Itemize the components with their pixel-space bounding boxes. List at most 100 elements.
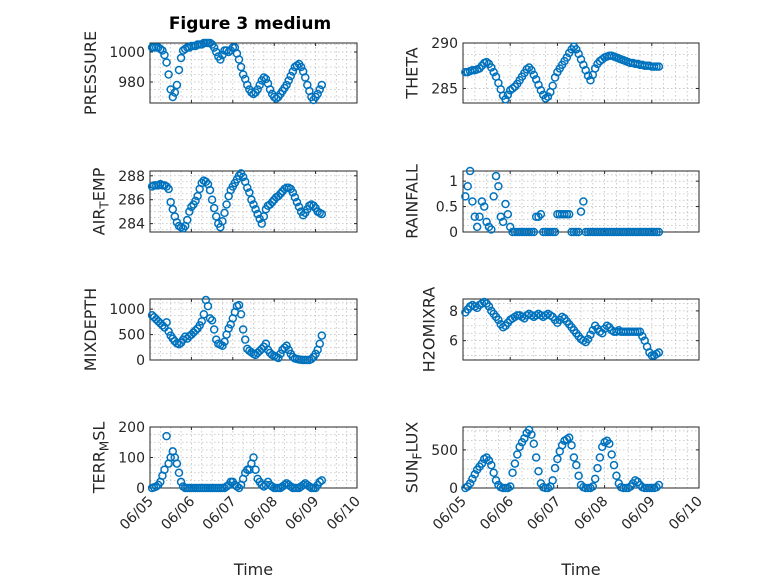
data-point — [531, 453, 541, 462]
data-point — [503, 90, 513, 100]
data-point — [282, 341, 291, 351]
data-point — [236, 62, 246, 72]
data-point — [174, 339, 184, 349]
data-point — [205, 185, 215, 195]
data-point — [292, 61, 302, 70]
data-point — [191, 326, 200, 335]
data-point — [284, 345, 293, 355]
data-point — [251, 205, 260, 214]
data-point — [572, 460, 581, 470]
data-point — [515, 442, 524, 452]
data-point — [209, 43, 219, 52]
axes-box — [149, 170, 358, 233]
y-tick-label: 0 — [449, 225, 458, 241]
data-point — [216, 55, 225, 64]
data-point — [477, 197, 487, 206]
data-point — [527, 430, 536, 439]
data-point — [550, 227, 560, 237]
data-point — [255, 214, 264, 224]
data-point — [172, 459, 182, 468]
data-point — [199, 310, 209, 319]
x-tick-label: 06/07 — [200, 494, 240, 534]
y-axis-label: SUNFLUX — [403, 422, 425, 494]
y-tick-label: 100 — [118, 451, 145, 467]
data-point — [484, 222, 494, 232]
y-tick-label: 290 — [431, 36, 458, 52]
data-point — [505, 222, 515, 232]
data-point — [315, 85, 324, 94]
y-tick-label: 8 — [449, 304, 458, 320]
data-point — [164, 327, 173, 336]
data-point — [484, 456, 494, 465]
data-point — [224, 324, 233, 333]
data-point — [224, 47, 233, 57]
data-point — [261, 74, 271, 84]
data-point — [513, 450, 522, 459]
subplot-mixdepth: 0 500 1000 MIXDEPTH — [81, 288, 358, 371]
data-point — [564, 433, 574, 442]
data-point — [176, 53, 186, 63]
data-point — [243, 80, 252, 90]
data-point — [524, 425, 534, 435]
data-point — [548, 81, 557, 90]
data-point — [282, 80, 291, 90]
x-tick-label: 06/06 — [158, 493, 198, 533]
x-tick-label: 06/08 — [241, 494, 281, 534]
data-point — [156, 44, 165, 54]
data-point — [315, 339, 324, 348]
subplot-theta: 285 290 THETA — [403, 36, 700, 104]
data-point — [638, 331, 647, 341]
data-point — [576, 207, 586, 216]
data-point — [288, 188, 298, 197]
data-point — [209, 203, 219, 213]
data-point — [292, 197, 302, 207]
data-point — [259, 73, 269, 82]
data-point — [288, 67, 298, 76]
data-point — [205, 38, 215, 48]
data-point — [174, 468, 184, 477]
data-point — [654, 227, 664, 237]
data-point — [203, 301, 213, 311]
data-point — [470, 470, 480, 479]
data-point — [247, 195, 256, 204]
data-point — [463, 182, 472, 191]
data-point — [265, 200, 275, 209]
y-tick-label: 0 — [136, 481, 145, 497]
data-point — [272, 94, 281, 103]
y-tick-label: 6 — [449, 334, 458, 350]
x-tick-label: 06/10 — [324, 494, 364, 534]
data-point — [593, 463, 602, 473]
x-tick-label: 06/06 — [477, 493, 517, 533]
data-point — [487, 460, 496, 470]
data-point — [536, 86, 546, 95]
data-point — [162, 318, 171, 327]
axes-box — [462, 170, 700, 233]
y-tick-label: 500 — [118, 328, 145, 344]
data-point — [286, 71, 296, 81]
data-point — [232, 482, 242, 491]
data-point — [162, 431, 171, 441]
data-point — [654, 62, 664, 71]
data-point — [185, 207, 194, 216]
data-point — [505, 482, 515, 491]
data-point — [543, 92, 553, 101]
data-point — [176, 477, 186, 487]
data-point — [207, 316, 217, 325]
data-point — [534, 212, 543, 221]
x-tick-label: 06/05 — [430, 494, 470, 534]
data-point — [209, 325, 219, 334]
y-tick-label: 1000 — [109, 45, 145, 61]
data-point — [510, 459, 520, 468]
data-point — [234, 171, 244, 181]
data-point — [274, 191, 283, 201]
data-point — [290, 193, 300, 202]
y-tick-label: 286 — [118, 193, 145, 209]
data-point — [238, 325, 248, 334]
data-point — [234, 300, 244, 310]
data-point — [468, 474, 477, 484]
data-point — [172, 80, 182, 90]
y-tick-label: 0 — [449, 481, 458, 497]
data-point — [654, 348, 664, 357]
data-point — [168, 92, 178, 102]
data-point — [468, 197, 477, 206]
